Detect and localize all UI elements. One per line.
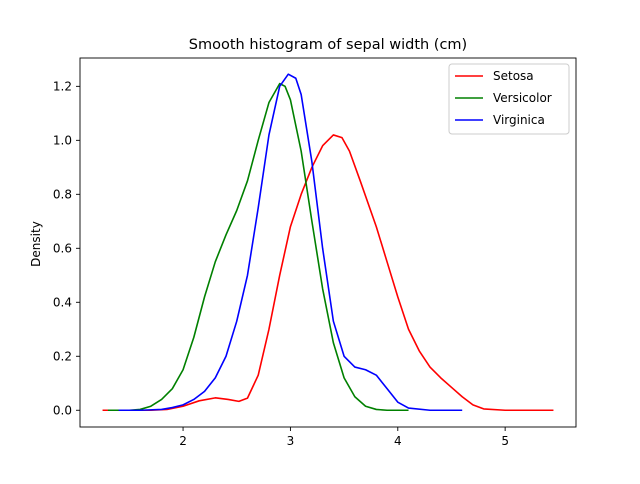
series-line-versicolor <box>107 82 409 412</box>
y-tick-label: 0.8 <box>53 187 72 201</box>
legend: Setosa Versicolor Virginica <box>448 63 570 135</box>
legend-box <box>448 63 570 135</box>
legend-label-setosa: Setosa <box>493 69 534 83</box>
x-tick-label: 3 <box>287 434 295 448</box>
y-tick-label: 0.6 <box>53 241 72 255</box>
y-tick-label: 1.2 <box>53 79 72 93</box>
series-layer <box>102 73 554 412</box>
plot-frame <box>79 57 577 428</box>
chart-title: Smooth histogram of sepal width (cm) <box>189 37 467 53</box>
y-tick-label: 0.4 <box>53 295 72 309</box>
x-tick-label: 2 <box>179 434 187 448</box>
axes-layer: 2 3 4 5 0.0 0.2 0.4 0.6 0.8 1.0 1.2 <box>53 57 577 448</box>
series-line-virginica <box>118 73 463 412</box>
y-tick-label: 0.2 <box>53 349 72 363</box>
x-tick-label: 4 <box>394 434 402 448</box>
x-tick-label: 5 <box>501 434 509 448</box>
y-tick-label: 0.0 <box>53 403 72 417</box>
y-axis-label: Density <box>29 221 43 267</box>
legend-label-virginica: Virginica <box>493 113 545 127</box>
series-line-setosa <box>102 134 554 412</box>
y-tick-label: 1.0 <box>53 133 72 147</box>
legend-label-versicolor: Versicolor <box>493 91 552 105</box>
